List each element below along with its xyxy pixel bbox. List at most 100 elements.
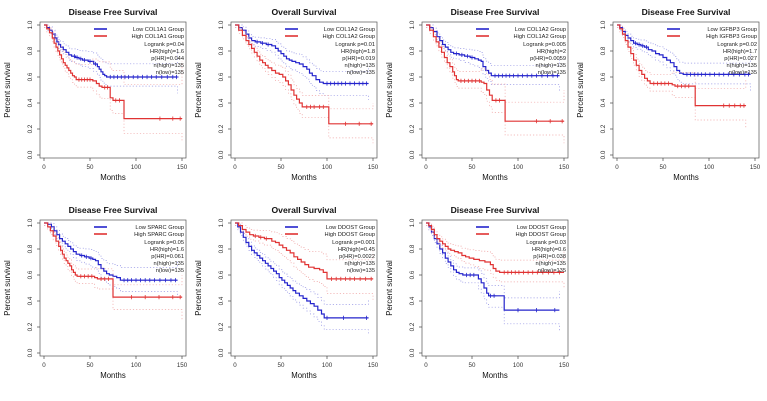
x-tick-label: 150: [559, 164, 570, 171]
y-axis-label: Percent survival: [3, 260, 12, 316]
high-censor-marks: [502, 270, 562, 275]
x-axis-label: Months: [100, 371, 126, 380]
legend-stat: Logrank p=0.05: [144, 240, 184, 246]
km-plot-cell-1: Overall Survival 0 50 100 150 0.0 0.2 0.4 0.6 0.8…: [191, 2, 382, 200]
y-tick-label: 0.4: [218, 296, 225, 305]
low-survival-curve: [235, 222, 369, 319]
legend-stat: n(high)=135: [153, 63, 184, 69]
high-ci-upper: [44, 222, 183, 286]
plot-frame: [230, 219, 378, 357]
low-legend-label: Low DDOST Group: [326, 225, 375, 231]
low-legend-label: Low SPARC Group: [135, 225, 184, 231]
high-survival-curve: [235, 24, 373, 125]
y-tick-label: 0.6: [27, 72, 34, 81]
y-tick-label: 0.8: [409, 244, 416, 253]
y-axis-label: Percent survival: [194, 62, 203, 118]
legend-stat: n(high)=135: [726, 63, 757, 69]
low-ci-upper: [426, 24, 560, 67]
plot-row-bottom: Disease Free Survival 0 50 100 150 0.0 0.2 0.4 0…: [0, 200, 767, 398]
legend-stat: n(high)=135: [153, 261, 184, 267]
x-tick-label: 100: [131, 362, 142, 369]
legend-stat: Logrank p=0.04: [144, 42, 184, 48]
y-axis-label: Percent survival: [3, 62, 12, 118]
low-censor-marks: [454, 51, 560, 78]
x-tick-label: 50: [278, 362, 285, 369]
legend-stat: p(HR)=0.061: [151, 254, 184, 260]
km-plot-cell-2: Disease Free Survival 0 50 100 150 0.0 0.2 0.4 0…: [382, 2, 573, 200]
km-plot-cell-6: Disease Free Survival 0 50 100 150 0.0 0.2 0.4 0…: [382, 200, 573, 398]
legend-stat: p(HR)=0.0022: [339, 254, 375, 260]
low-censor-marks: [79, 253, 178, 283]
y-tick-label: 0.4: [218, 98, 225, 107]
high-ci-lower: [426, 225, 565, 288]
x-tick-label: 50: [278, 164, 285, 171]
low-legend-label: Low COL1A2 Group: [324, 27, 375, 33]
low-censor-marks: [254, 39, 369, 86]
legend-stat: p(HR)=0.027: [724, 56, 757, 62]
high-ci-upper: [235, 222, 374, 261]
y-tick-label: 1.0: [27, 20, 34, 29]
x-tick-label: 50: [87, 164, 94, 171]
low-ci-upper: [617, 24, 751, 64]
high-legend-label: High COL1A2 Group: [323, 34, 375, 40]
x-tick-label: 0: [42, 362, 46, 369]
high-ci-lower: [44, 27, 183, 142]
km-plot-0: Disease Free Survival 0 50 100 150 0.0 0.2 0.4 0…: [3, 7, 188, 182]
km-plot-4: Disease Free Survival 0 50 100 150 0.0 0.2 0.4 0…: [3, 205, 188, 380]
high-ci-lower: [44, 225, 183, 320]
low-survival-curve: [617, 24, 751, 75]
x-tick-label: 50: [660, 164, 667, 171]
low-ci-lower: [235, 225, 369, 335]
legend-stat: HR(high)=0.6: [532, 247, 566, 253]
y-tick-label: 1.0: [218, 20, 225, 29]
high-ci-lower: [235, 27, 374, 144]
legend-stat: Logrank p=0.03: [526, 240, 566, 246]
high-censor-marks: [458, 78, 565, 124]
high-survival-curve: [44, 24, 182, 120]
legend-stat: Logrank p=0.01: [335, 42, 375, 48]
y-tick-label: 0.2: [218, 322, 225, 331]
plot-frame: [612, 21, 760, 159]
x-tick-label: 100: [513, 362, 524, 369]
legend-stat: n(low)=135: [729, 70, 757, 76]
x-tick-label: 100: [322, 164, 333, 171]
y-tick-label: 0.0: [218, 348, 225, 357]
y-tick-label: 0.8: [27, 244, 34, 253]
x-tick-label: 150: [368, 164, 379, 171]
y-tick-label: 0.2: [409, 322, 416, 331]
low-legend-label: Low COL1A1 Group: [133, 27, 184, 33]
high-censor-marks: [78, 274, 183, 300]
y-tick-label: 0.0: [218, 150, 225, 159]
x-tick-label: 0: [42, 164, 46, 171]
low-legend-label: Low COL1A2 Group: [515, 27, 566, 33]
x-tick-label: 0: [233, 362, 237, 369]
y-tick-label: 0.2: [218, 124, 225, 133]
legend-stat: p(HR)=0.019: [342, 56, 375, 62]
km-plot-1: Overall Survival 0 50 100 150 0.0 0.2 0.4 0.6 0.8…: [194, 7, 379, 182]
plot-frame: [39, 21, 187, 159]
x-tick-label: 150: [750, 164, 761, 171]
y-tick-label: 1.0: [218, 218, 225, 227]
y-axis-label: Percent survival: [385, 260, 394, 316]
plot-frame: [230, 21, 378, 159]
y-tick-label: 0.6: [409, 270, 416, 279]
x-tick-label: 150: [559, 362, 570, 369]
y-tick-label: 0.4: [27, 296, 34, 305]
x-axis-label: Months: [291, 371, 317, 380]
legend-stat: p(HR)=0.0059: [530, 56, 566, 62]
legend-stat: n(low)=135: [347, 70, 375, 76]
legend-stat: Logrank p=0.005: [523, 42, 566, 48]
legend-stat: n(high)=135: [535, 63, 566, 69]
y-tick-label: 0.8: [218, 244, 225, 253]
km-plot-cell-5: Overall Survival 0 50 100 150 0.0 0.2 0.4 0.6 0.8…: [191, 200, 382, 398]
y-tick-label: 0.0: [600, 150, 607, 159]
x-axis-label: Months: [291, 173, 317, 182]
x-axis-label: Months: [673, 173, 699, 182]
x-axis-label: Months: [100, 173, 126, 182]
x-tick-label: 50: [469, 362, 476, 369]
